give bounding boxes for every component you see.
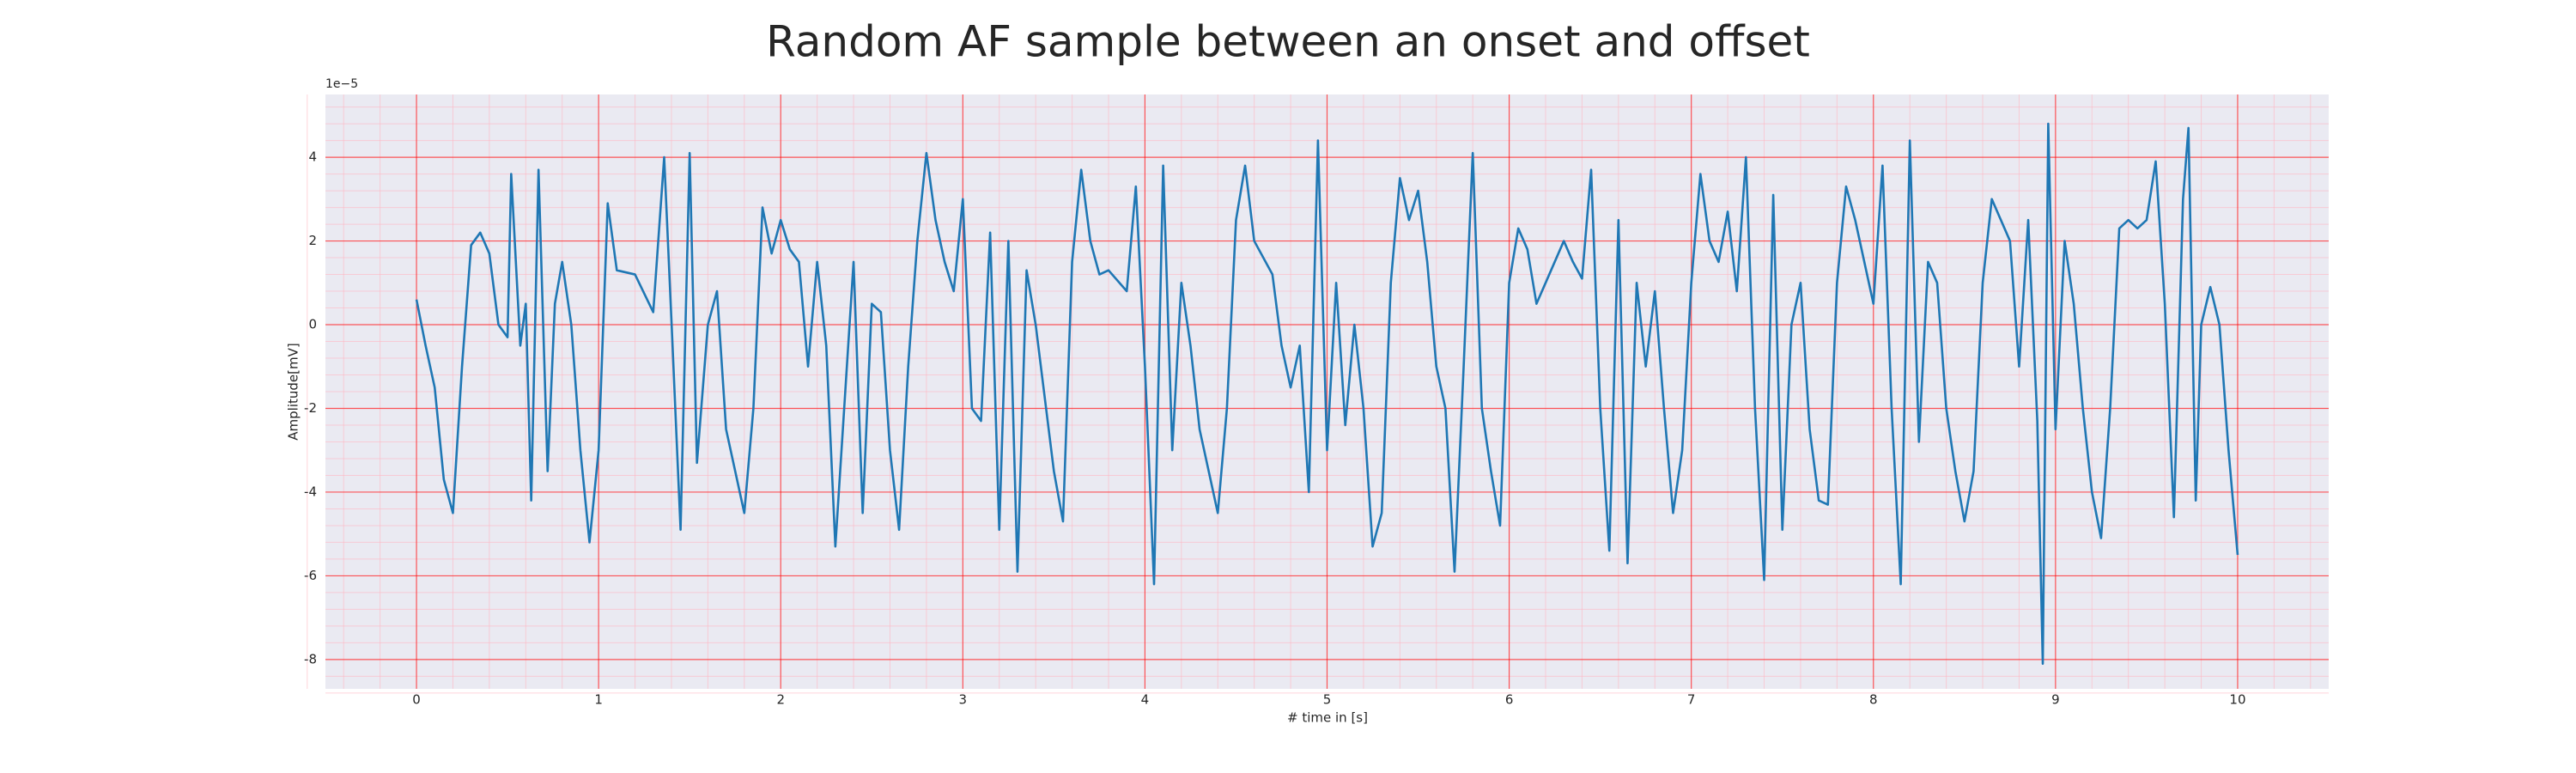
x-tick-label: 1 [594,692,603,708]
x-tick-label: 5 [1323,692,1332,708]
x-tick-label: 10 [2229,692,2245,708]
x-tick-label: 9 [2051,692,2060,708]
x-tick-label: 6 [1505,692,1514,708]
signal-line [415,122,2239,666]
chart-title: Random AF sample between an onset and of… [766,17,1810,67]
x-tick-label: 0 [412,692,421,708]
y-tick-label: -2 [304,400,317,416]
y-offset-label: 1e−5 [325,77,358,91]
y-tick-label: 4 [308,149,317,165]
x-tick-label: 3 [959,692,968,708]
y-axis-label: Amplitude[mV] [286,343,301,440]
y-tick-label: -8 [304,651,317,666]
y-tick-label: -4 [304,484,317,499]
x-tick-label: 7 [1687,692,1696,708]
y-tick-label: -6 [304,568,317,583]
y-tick-label: 0 [308,317,317,332]
y-tick-label: 2 [308,233,317,248]
x-tick-label: 2 [776,692,785,708]
x-tick-label: 8 [1869,692,1878,708]
x-axis-label: # time in [s] [1287,710,1368,726]
x-tick-label: 4 [1141,692,1150,708]
